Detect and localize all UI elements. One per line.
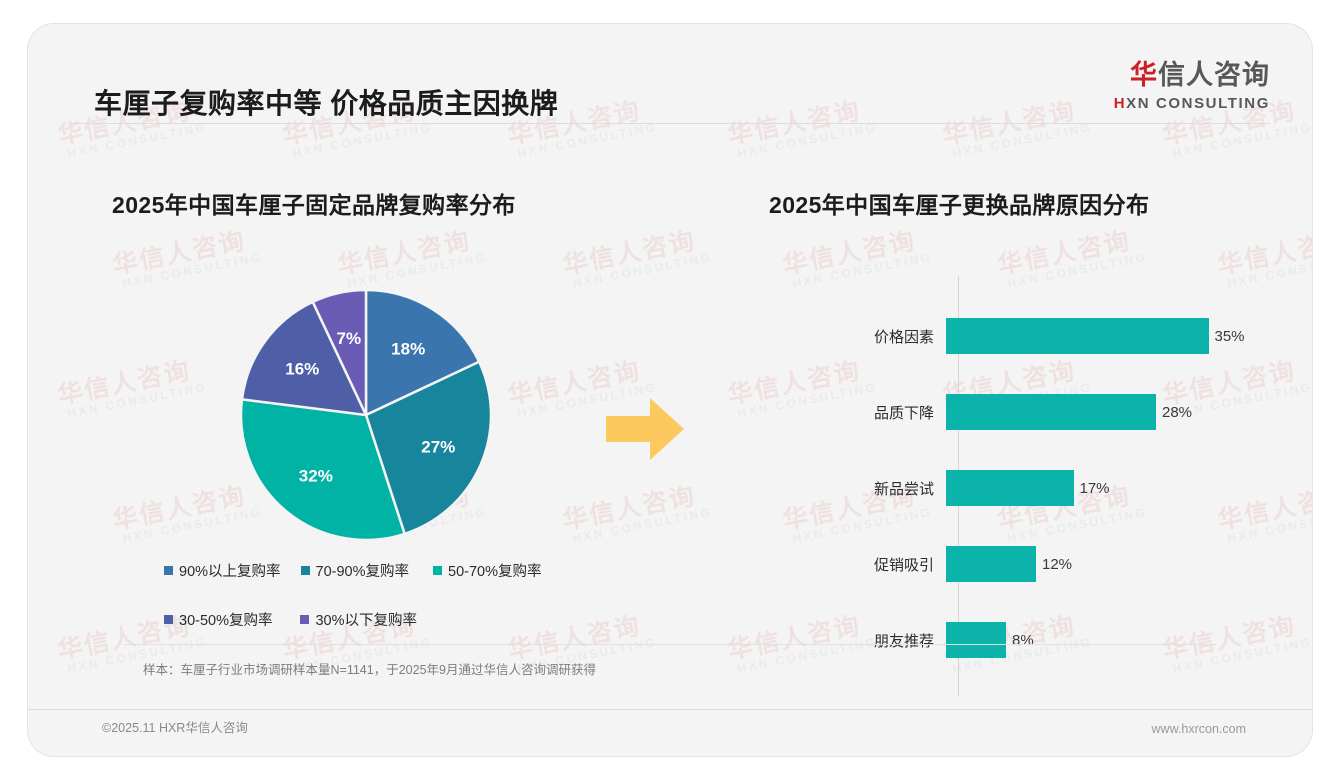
bar-chart-row[interactable]: 朋友推荐 8% (769, 622, 1279, 658)
logo-chinese-dark: 信人咨询 (1158, 60, 1270, 90)
logo-english: HXN CONSULTING (1114, 96, 1270, 111)
website-url[interactable]: www.hxrcon.com (1151, 722, 1246, 736)
bar-value-label: 28% (1162, 403, 1193, 421)
legend-swatch-icon (164, 566, 173, 575)
bar-track: 12% (946, 546, 1279, 582)
bar-category-label: 促销吸引 (873, 556, 934, 574)
pie-legend-row-1: 90%以上复购率 70-90%复购率 50-70%复购率 (164, 560, 594, 581)
logo-english-red: H (1113, 95, 1127, 112)
brand-logo: 华信人咨询 HXN CONSULTING (1114, 62, 1270, 112)
pie-legend-label: 30%以下复购率 (315, 613, 418, 629)
legend-swatch-icon (433, 566, 443, 575)
pie-legend-item[interactable]: 90%以上复购率 (164, 560, 281, 581)
bar-fill[interactable] (946, 394, 1156, 430)
bar-chart-row[interactable]: 促销吸引 12% (769, 546, 1279, 582)
pie-slice[interactable] (240, 397, 407, 541)
pie-legend-label: 90%以上复购率 (179, 564, 281, 580)
bar-fill[interactable] (946, 470, 1074, 506)
pie-slice-label: 27% (421, 437, 455, 456)
bar-track: 28% (946, 394, 1279, 430)
header-divider (70, 123, 1270, 124)
bar-track: 8% (946, 622, 1279, 658)
logo-chinese-red: 华 (1130, 60, 1158, 90)
pie-legend-label: 30-50%复购率 (179, 613, 273, 629)
pie-slice-label: 7% (337, 329, 362, 348)
bar-value-label: 35% (1214, 327, 1245, 345)
pie-legend-label: 50-70%复购率 (448, 564, 542, 580)
pie-slice-label: 16% (285, 360, 319, 379)
right-chart-title: 2025年中国车厘子更换品牌原因分布 (769, 192, 1150, 218)
pie-slice[interactable] (364, 360, 492, 536)
bar-chart-row[interactable]: 价格因素 35% (769, 318, 1279, 354)
pie-slice[interactable] (364, 289, 481, 417)
footnote-divider (124, 644, 1216, 645)
pie-slice-label: 32% (299, 467, 333, 486)
pie-slice-label: 18% (391, 340, 425, 359)
page-title: 车厘子复购率中等 价格品质主因换牌 (94, 88, 559, 119)
pie-legend-item[interactable]: 30%以下复购率 (300, 609, 417, 630)
legend-swatch-icon (300, 566, 310, 575)
bar-value-label: 8% (1012, 631, 1034, 649)
pie-svg: 18% 27% 32% 16% 7% (240, 289, 492, 541)
arrow-svg (606, 398, 684, 460)
logo-chinese: 华信人咨询 (1114, 62, 1270, 89)
pie-legend-item[interactable]: 50-70%复购率 (433, 560, 542, 581)
flow-arrow-right-icon (606, 396, 684, 462)
legend-swatch-icon (300, 615, 310, 624)
sample-footnote: 样本：车厘子行业市场调研样本量N=1141，于2025年9月通过华信人咨询调研获… (143, 663, 596, 677)
switch-reason-bar-chart: 价格因素 35% 品质下降 28% 新品尝试 17% 促销吸引 12% 朋友推荐 8% (769, 276, 1279, 696)
bar-fill[interactable] (946, 318, 1209, 354)
bar-chart-row[interactable]: 品质下降 28% (769, 394, 1279, 430)
pie-legend-item[interactable]: 70-90%复购率 (300, 560, 410, 581)
copyright-text: ©2025.11 HXR华信人咨询 (102, 721, 248, 735)
pie-legend: 90%以上复购率 70-90%复购率 50-70%复购率 30-50%复购率 30%以… (164, 560, 594, 658)
bar-category-label: 价格因素 (873, 328, 934, 346)
logo-english-dark: XN CONSULTING (1126, 95, 1270, 112)
bar-track: 35% (946, 318, 1279, 354)
pie-legend-label: 70-90%复购率 (315, 564, 410, 580)
bar-category-label: 品质下降 (873, 404, 934, 422)
slide-body: 2025年中国车厘子固定品牌复购率分布 18% 27% 32% 16% 7% 90%以上… (28, 124, 1312, 756)
pie-slice[interactable] (311, 289, 368, 416)
left-chart-title: 2025年中国车厘子固定品牌复购率分布 (112, 192, 516, 218)
bar-fill[interactable] (946, 622, 1006, 658)
bar-value-label: 12% (1042, 555, 1073, 573)
bar-fill[interactable] (946, 546, 1036, 582)
pie-slice[interactable] (240, 300, 369, 417)
bar-chart-row[interactable]: 新品尝试 17% (769, 470, 1279, 506)
repurchase-rate-pie-chart: 18% 27% 32% 16% 7% (240, 289, 492, 541)
legend-swatch-icon (164, 615, 173, 624)
footer-divider (28, 709, 1312, 710)
pie-legend-item[interactable]: 30-50%复购率 (164, 609, 272, 630)
slide-card: 华信人咨询 HXN CONSULTING 华信人咨询 HXN CONSULTING 华信… (28, 24, 1312, 756)
bar-track: 17% (946, 470, 1279, 506)
slide-header: 车厘子复购率中等 价格品质主因换牌 华信人咨询 HXN CONSULTING (28, 24, 1312, 123)
pie-legend-row-2: 30-50%复购率 30%以下复购率 (164, 609, 594, 630)
bar-category-label: 新品尝试 (873, 480, 934, 498)
bar-value-label: 17% (1079, 479, 1110, 497)
bar-category-label: 朋友推荐 (873, 632, 934, 650)
